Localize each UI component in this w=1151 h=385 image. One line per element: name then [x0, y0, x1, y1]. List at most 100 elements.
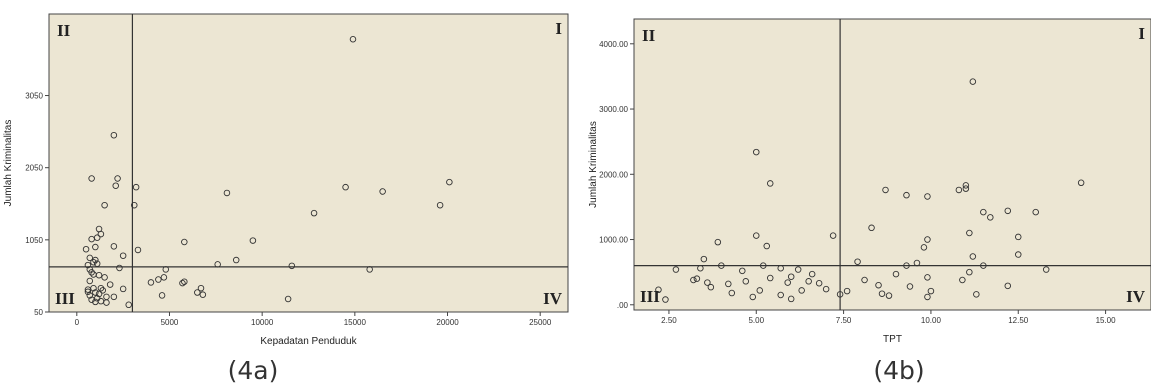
data-point	[179, 279, 186, 287]
chart-panel-4a: 0 5000 10000 15000 20000 25000 50 1050 2050 3050 I…	[0, 0, 575, 385]
data-point	[95, 290, 103, 298]
data-point	[131, 201, 138, 209]
data-point	[777, 264, 784, 272]
data-point	[718, 262, 725, 269]
data-point	[693, 275, 701, 282]
data-point	[147, 279, 155, 286]
data-point	[878, 290, 886, 297]
data-point	[110, 243, 118, 250]
data-point	[742, 278, 750, 285]
data-point	[798, 287, 805, 294]
x-tick-label: 15000	[344, 318, 367, 327]
data-point	[962, 182, 970, 189]
data-point	[101, 274, 108, 281]
data-point	[88, 269, 95, 276]
y-tick-label: 50	[34, 308, 43, 317]
plot-area	[633, 18, 1151, 311]
data-point	[194, 289, 201, 296]
data-point	[794, 266, 802, 273]
data-point	[700, 255, 708, 263]
x-tick-label: 5.00	[748, 316, 764, 325]
data-point	[980, 208, 987, 216]
y-tick-label: 1000.00	[599, 236, 628, 245]
data-point	[84, 261, 92, 269]
data-point	[155, 276, 162, 283]
data-point	[829, 232, 837, 239]
data-point	[84, 288, 92, 296]
data-point	[110, 131, 118, 139]
y-tick-label: 2050	[25, 164, 43, 173]
data-point	[959, 276, 966, 284]
data-point	[84, 286, 92, 293]
data-point	[672, 266, 680, 273]
data-point	[86, 277, 94, 285]
figure-caption-4b: (4b)	[873, 356, 925, 385]
data-point	[987, 214, 994, 221]
data-point	[749, 293, 757, 301]
data-point	[92, 256, 99, 264]
y-tick-label: 1050	[25, 236, 43, 245]
data-point	[97, 297, 105, 305]
data-point	[787, 295, 795, 303]
data-point	[924, 193, 931, 200]
data-point	[181, 278, 188, 285]
data-point	[1042, 266, 1050, 273]
data-point	[1077, 179, 1085, 187]
x-tick-label: 0	[75, 318, 80, 327]
data-point	[875, 281, 882, 289]
y-tick-label: .00	[617, 301, 629, 310]
y-tick-label: 3050	[25, 92, 43, 101]
data-point	[99, 287, 107, 294]
data-point	[697, 264, 704, 272]
data-point	[861, 276, 868, 284]
data-point	[88, 235, 95, 243]
data-point	[366, 266, 373, 273]
data-point	[160, 274, 168, 281]
data-point	[655, 286, 662, 294]
data-point	[903, 191, 910, 199]
data-point	[310, 209, 318, 217]
data-point	[349, 36, 357, 43]
x-tick-label: 25000	[529, 318, 552, 327]
data-point	[114, 175, 121, 182]
data-point	[966, 268, 973, 276]
data-point	[379, 188, 386, 195]
data-point	[868, 224, 875, 232]
data-point	[134, 246, 142, 254]
data-point	[759, 262, 767, 269]
data-point	[903, 262, 910, 269]
data-point	[223, 189, 231, 197]
data-point	[756, 287, 764, 294]
x-tick-label: 20000	[436, 318, 459, 327]
data-point	[966, 229, 973, 237]
data-point	[892, 270, 900, 278]
data-point	[843, 287, 851, 295]
data-point	[815, 279, 823, 287]
data-point	[106, 281, 114, 288]
data-point	[704, 279, 711, 286]
data-point	[92, 243, 99, 251]
y-tick-label: 2000.00	[599, 170, 628, 179]
x-axis-title: Kepadatan Penduduk	[260, 336, 357, 347]
data-point	[112, 182, 119, 189]
quadrant-label-bottom-right: IV	[543, 289, 563, 308]
x-axis-title: TPT	[883, 334, 902, 345]
data-point	[753, 148, 760, 156]
data-point	[777, 291, 784, 299]
data-point	[766, 180, 774, 187]
data-point	[88, 296, 95, 303]
x-tick-label: 2.50	[661, 316, 677, 325]
data-point	[197, 284, 205, 292]
quadrant-label-top-left: II	[642, 26, 656, 45]
data-point	[924, 293, 931, 301]
data-point	[97, 230, 105, 238]
data-point	[766, 274, 774, 282]
data-point	[92, 289, 99, 296]
x-tick-label: 10000	[251, 318, 274, 327]
data-point	[288, 262, 296, 270]
data-point	[690, 276, 697, 284]
plot-area	[48, 13, 569, 313]
data-point	[854, 258, 861, 265]
quadrant-label-top-left: II	[57, 21, 71, 40]
data-point	[808, 270, 816, 278]
